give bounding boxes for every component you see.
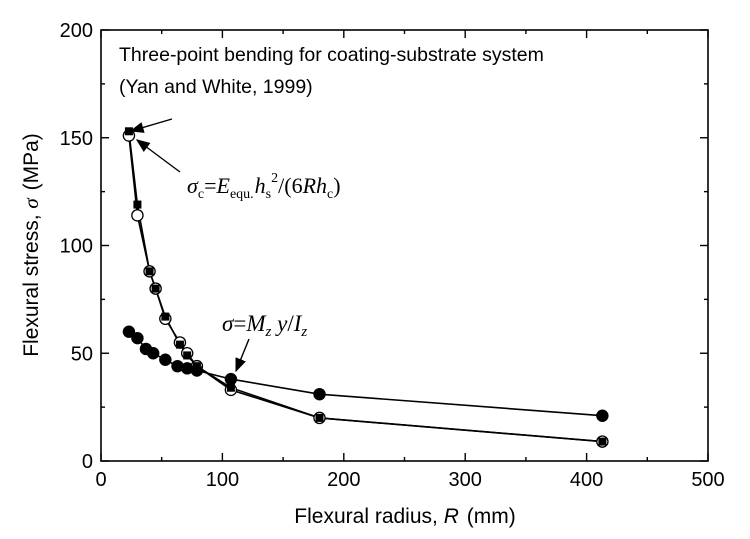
series-line-open-circle xyxy=(128,135,603,443)
x-axis-label: Flexural radius, xyxy=(294,505,438,528)
x-axis-symbol: R xyxy=(444,505,459,528)
formula-coating: σc=Eequ.hs2/(6Rhc) xyxy=(187,171,341,202)
x-axis-unit: (mm) xyxy=(467,505,516,528)
y-tick-label: 0 xyxy=(82,451,93,473)
data-point-filled-circle xyxy=(596,409,609,422)
data-point-filled-square xyxy=(161,312,170,321)
x-tick-label: 300 xyxy=(449,469,482,491)
data-point-filled-square xyxy=(124,127,133,136)
tick-labels: 0 100 200 300 400 500 0 50 100 150 200 xyxy=(60,20,725,491)
x-tick-label: 400 xyxy=(570,469,603,491)
data-point-filled-square xyxy=(315,413,324,422)
data-point-filled-square xyxy=(151,284,160,293)
y-tick-label: 200 xyxy=(60,20,93,42)
series-layer xyxy=(122,127,609,448)
data-point-filled-circle xyxy=(313,387,326,401)
x-tick-label: 200 xyxy=(327,469,360,491)
data-point-filled-circle xyxy=(131,331,144,345)
x-tick-label: 500 xyxy=(691,469,724,491)
data-point-filled-square xyxy=(175,340,184,349)
x-axis-title: Flexural radius, R (mm) xyxy=(294,505,515,528)
data-point-filled-circle xyxy=(180,362,194,375)
data-point-open-circle xyxy=(131,209,144,222)
reference-line-1: Three-point bending for coating-substrat… xyxy=(119,44,544,66)
data-point-filled-circle xyxy=(171,359,184,373)
y-tick-label: 150 xyxy=(60,128,93,150)
y-axis-title: Flexural stress, σ (MPa) xyxy=(19,133,43,357)
x-tick-label: 0 xyxy=(95,469,106,491)
series-line-filled-square xyxy=(128,131,603,443)
arrow-to-coating-curve xyxy=(135,139,181,173)
series-open-circle xyxy=(128,135,603,443)
x-tick-label: 100 xyxy=(206,469,239,491)
data-point-filled-circle xyxy=(159,353,172,366)
y-axis-unit: (MPa) xyxy=(20,133,43,190)
arrow-to-square-series xyxy=(129,118,173,133)
y-tick-label: 100 xyxy=(60,236,93,258)
y-tick-label: 50 xyxy=(71,343,93,365)
data-point-filled-circle xyxy=(224,372,238,386)
data-point-filled-square xyxy=(145,267,154,276)
data-point-filled-circle xyxy=(147,347,160,360)
data-point-filled-square xyxy=(133,200,142,209)
axis-ticks xyxy=(100,29,709,462)
data-point-filled-square xyxy=(183,351,192,360)
data-point-filled-circle xyxy=(190,364,204,377)
arrow-to-beam-curve xyxy=(235,338,250,373)
formula-beam: σ=Mz y/Iz xyxy=(222,311,307,340)
data-point-filled-circle xyxy=(122,325,136,338)
data-point-filled-square xyxy=(226,383,235,392)
series-filled-square xyxy=(128,131,603,443)
reference-line-2: (Yan and White, 1999) xyxy=(119,76,313,98)
data-point-filled-square xyxy=(598,437,607,446)
y-axis-symbol: σ xyxy=(19,197,43,209)
y-axis-label: Flexural stress, xyxy=(20,214,43,356)
